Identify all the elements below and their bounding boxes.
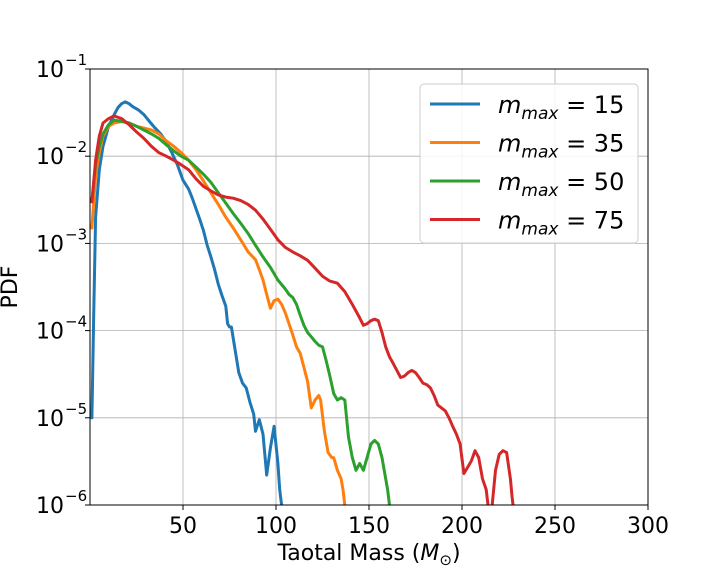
x-axis-label-symbol: M [420,541,439,566]
legend-label-3: mmax = 50 [498,168,624,201]
series-line-1 [90,100,284,505]
series-line-4-segment [490,449,515,505]
y-tick-exponent: −2 [65,138,87,156]
x-axis-label-close: ) [452,541,461,566]
x-axis-label-text: Taotal Mass ( [276,541,420,566]
x-tick-label: 50 [169,514,197,539]
x-tick-label: 300 [627,514,669,539]
legend-label-4: mmax = 75 [498,207,624,240]
y-tick-label: 10 [36,145,64,170]
y-tick-exponent: −3 [65,225,87,243]
x-axis-label-sub: ⊙ [439,551,452,569]
y-tick-label: 10 [36,407,64,432]
y-tick-exponent: −6 [65,487,87,505]
series-line-3 [90,118,391,505]
legend-label-1: mmax = 15 [498,91,624,124]
x-tick-label: 200 [441,514,483,539]
y-tick-exponent: −1 [65,51,87,69]
x-axis-label: Taotal Mass (M⊙) [276,541,460,569]
legend-label-2: mmax = 35 [498,130,624,163]
y-tick-label: 10 [36,494,64,519]
x-axis: 50 100 150 200 250 300 [169,505,669,539]
y-tick-label: 10 [36,320,64,345]
y-tick-exponent: −4 [65,313,87,331]
series-layer [90,100,515,505]
series-line-4 [90,114,490,505]
legend-box [419,83,639,244]
y-axis-label: PDF [0,266,23,309]
legend: mmax = 15 mmax = 35 mmax = 50 mmax = 75 [419,83,639,244]
y-tick-exponent: −5 [65,400,87,418]
x-tick-label: 250 [534,514,576,539]
x-tick-label: 150 [348,514,390,539]
y-tick-label: 10 [36,232,64,257]
y-axis: 10−610−510−410−310−210−1 [36,51,90,519]
y-tick-label: 10 [36,58,64,83]
x-tick-label: 100 [255,514,297,539]
